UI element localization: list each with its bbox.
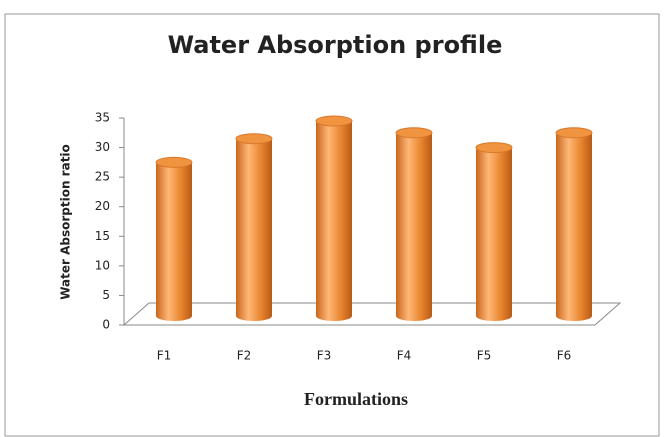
bar-top: [475, 142, 513, 154]
bar-top: [555, 127, 593, 139]
bar-body: [236, 138, 272, 316]
y-tick-label: 25: [95, 170, 110, 184]
y-tick-label: 20: [95, 199, 110, 213]
bar-top: [235, 133, 273, 145]
chart-title: Water Absorption profile: [168, 31, 503, 59]
x-tick-label: F1: [157, 349, 172, 363]
bar-top: [155, 156, 193, 168]
y-tick-label: 5: [102, 288, 110, 302]
bar-body: [156, 162, 192, 316]
bar-body: [556, 132, 592, 316]
y-tick-label: 15: [95, 229, 110, 243]
bar: [315, 115, 353, 321]
x-tick-label: F4: [397, 349, 412, 363]
y-tick-label: 0: [102, 318, 110, 332]
bar-body: [316, 120, 352, 316]
y-tick-label: 35: [95, 111, 110, 125]
x-tick-label: F6: [557, 349, 572, 363]
bar: [475, 142, 513, 321]
bar-body: [476, 147, 512, 316]
bar: [235, 133, 273, 321]
y-tick-label: 10: [95, 258, 110, 272]
x-tick-label: F2: [237, 349, 252, 363]
bar-top: [395, 127, 433, 139]
bar: [155, 156, 193, 321]
y-axis-title: Water Absorption ratio: [59, 144, 73, 300]
bar: [555, 127, 593, 321]
floor: [122, 302, 622, 326]
bar: [395, 127, 433, 321]
bar-top: [315, 115, 353, 127]
x-tick-label: F5: [477, 349, 492, 363]
bar-body: [396, 132, 432, 316]
y-tick-label: 30: [95, 140, 110, 154]
x-tick-label: F3: [317, 349, 332, 363]
x-axis-title: Formulations: [304, 389, 408, 409]
